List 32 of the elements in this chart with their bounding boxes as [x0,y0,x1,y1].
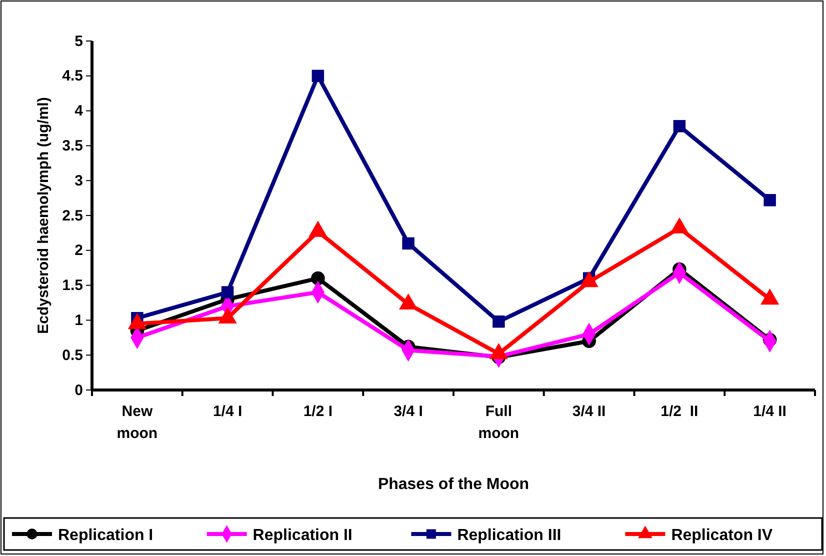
y-axis-title: Ecdysteroid haemolymph (ug/ml) [35,97,52,334]
x-tick-label: 1/4 II [753,403,786,420]
x-tick-label: 1/2 II [660,403,698,420]
point [492,315,505,328]
y-tick-label: 3.5 [62,138,83,154]
y-tick-label: 0.5 [62,346,83,364]
x-axis-title: Phases of the Moon [378,476,530,493]
x-tick-label: New moon [116,403,158,442]
x-tick-label: 1/2 I [303,403,333,420]
point [311,271,325,286]
point [312,70,324,82]
y-tick-label: 2 [74,242,83,260]
legend-label: Replication III [457,527,562,544]
x-tick-label: 3/4 I [394,403,423,420]
point [402,237,414,250]
point [673,120,686,132]
point [764,194,776,206]
x-tick-label: Full moon [478,403,520,442]
point [221,286,234,298]
legend-label: Replication I [58,527,154,544]
y-tick-label: 4 [74,102,84,120]
y-tick-label: 1.5 [62,277,83,294]
x-tick-label: 3/4 II [572,403,606,420]
y-tick-label: 2.5 [62,207,83,224]
legend-label: Replication II [252,527,352,544]
y-tick-label: 0 [74,382,83,399]
x-tick-label: 1/4 I [212,403,242,420]
y-tick-label: 3 [74,172,83,190]
y-tick-label: 4.5 [62,68,83,85]
legend-label: Replicaton IV [671,527,773,544]
y-tick-label: 1 [74,312,83,329]
y-tick-label: 5 [74,32,83,50]
